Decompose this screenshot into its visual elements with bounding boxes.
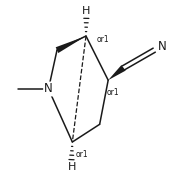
Text: N: N (44, 82, 53, 96)
Text: H: H (68, 162, 77, 172)
Text: or1: or1 (96, 35, 109, 44)
Text: N: N (158, 40, 166, 53)
Polygon shape (108, 65, 126, 80)
Text: H: H (82, 6, 90, 16)
Text: or1: or1 (76, 150, 88, 159)
Text: or1: or1 (106, 88, 119, 97)
Polygon shape (56, 36, 86, 53)
